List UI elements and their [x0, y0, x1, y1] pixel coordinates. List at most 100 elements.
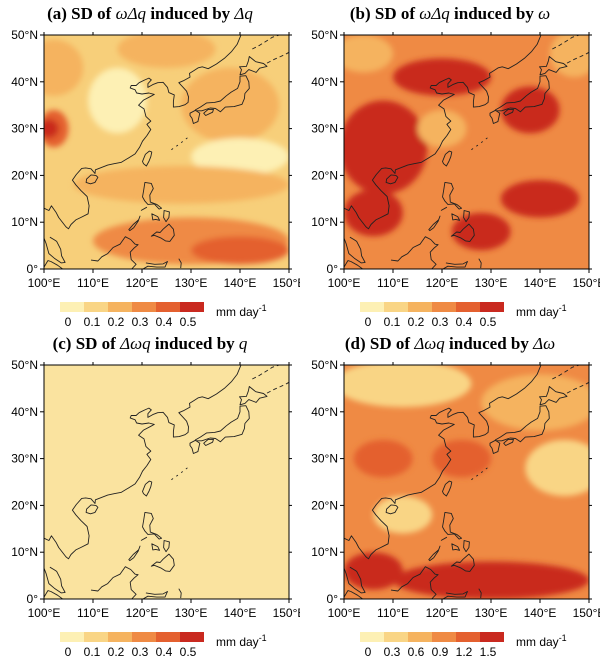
- title-var: Δωq: [120, 334, 151, 353]
- x-tick-label: 130°E: [175, 606, 208, 620]
- coastline-segment: [178, 258, 182, 269]
- island-outline: [494, 405, 550, 443]
- shaded-patch: [344, 35, 393, 73]
- colorbar-segment: [384, 302, 408, 312]
- shaded-patch: [88, 67, 147, 134]
- y-tick-label: 20°N: [311, 168, 338, 182]
- colorbar-label: 0.6: [408, 645, 425, 659]
- island-chain: [252, 365, 280, 380]
- title-mid: induced by: [154, 334, 235, 353]
- y-tick-label: 0°: [327, 262, 339, 276]
- map-area: [344, 365, 589, 599]
- island-outline: [451, 543, 461, 551]
- x-tick-label: 100°E: [328, 606, 361, 620]
- x-tick-label: 150°E: [273, 276, 300, 290]
- island-chain: [552, 365, 580, 380]
- colorbar-label: 0.3: [132, 315, 149, 329]
- colorbar-label: 1.5: [480, 645, 497, 659]
- island-outline: [163, 540, 170, 553]
- coastline-segment: [44, 365, 242, 560]
- map-area: [44, 35, 289, 269]
- title-cause: ω: [538, 4, 551, 23]
- panel-b-map: 100°E 110°E 120°E 130°E 140°E 150°E 0° 10°N 20°N…: [311, 28, 600, 329]
- shaded-patch: [181, 67, 280, 143]
- title-prefix: SD of: [71, 4, 112, 23]
- colorbar-segment: [84, 632, 108, 642]
- shaded-field: [344, 365, 589, 599]
- x-tick-label: 110°E: [77, 276, 109, 290]
- shaded-patch: [500, 180, 580, 218]
- shaded-patch: [500, 86, 560, 134]
- colorbar-segment: [180, 302, 204, 312]
- x-tick-label: 130°E: [475, 606, 508, 620]
- panel-c: (c) SD of Δωq induced by q 100°E 110°E 120…: [0, 330, 300, 660]
- colorbar-label: 0: [65, 645, 72, 659]
- coastline-segment: [90, 566, 139, 599]
- coastline-segment: [44, 566, 66, 594]
- y-tick-label: 50°N: [311, 28, 338, 42]
- title-prefix: SD of: [374, 4, 416, 23]
- y-tick-label: 50°N: [11, 28, 38, 42]
- colorbar-unit-exponent: -1: [559, 303, 567, 313]
- shaded-patch: [393, 58, 491, 96]
- island-outline: [494, 75, 550, 113]
- island-outline: [189, 439, 201, 454]
- y-tick-label: 30°N: [11, 122, 38, 136]
- shaded-patch: [73, 166, 289, 204]
- map-frame: [43, 364, 290, 600]
- panel-c-title: (c) SD of Δωq induced by q: [0, 334, 300, 354]
- map-area: [44, 365, 289, 599]
- shaded-patch: [344, 100, 428, 195]
- colorbar-segment: [132, 302, 156, 312]
- island-chain: [566, 51, 589, 64]
- panel-d: (d) SD of Δωq induced by Δω 100°E 110°E 12…: [300, 330, 600, 660]
- island-chain: [140, 206, 148, 211]
- colorbar-segment: [108, 302, 132, 312]
- x-tick-label: 100°E: [328, 276, 361, 290]
- island-outline: [239, 56, 268, 76]
- x-tick-label: 110°E: [377, 606, 409, 620]
- coastline-segment: [344, 566, 366, 594]
- shaded-patch: [344, 189, 403, 237]
- island-outline: [194, 75, 250, 113]
- y-tick-label: 10°N: [311, 545, 338, 559]
- island-outline: [151, 213, 161, 221]
- island-outline: [239, 386, 268, 406]
- coastline-segment: [44, 260, 63, 269]
- title-mid: induced by: [150, 4, 231, 23]
- coastline-segment: [390, 236, 439, 269]
- panel-a-title: (a) SD of ωΔq induced by Δq: [0, 4, 300, 24]
- x-tick-label: 140°E: [524, 276, 557, 290]
- map-frame: [343, 364, 590, 600]
- island-outline: [142, 511, 163, 540]
- colorbar-segment: [456, 632, 480, 642]
- colorbar-label: 0.4: [456, 315, 473, 329]
- panel-c-map: 100°E 110°E 120°E 130°E 140°E 150°E 0° 10°N 20°N…: [11, 358, 300, 659]
- colorbar-label: 0.3: [432, 315, 449, 329]
- y-tick-label: 0°: [327, 592, 339, 606]
- island-outline: [142, 480, 153, 497]
- island-outline: [539, 386, 568, 406]
- colorbar-label: 0.3: [132, 645, 149, 659]
- title-cause: q: [238, 334, 248, 353]
- colorbar-segment: [432, 632, 456, 642]
- coastline: [344, 365, 589, 599]
- map-frame: [343, 34, 590, 270]
- colorbar-segment: [408, 632, 432, 642]
- x-tick-label: 140°E: [224, 606, 257, 620]
- x-tick-label: 150°E: [573, 606, 600, 620]
- x-tick-label: 130°E: [475, 276, 508, 290]
- colorbar-label: 0.3: [384, 645, 401, 659]
- island-outline: [150, 223, 175, 242]
- coastline: [44, 365, 289, 599]
- colorbar-label: 0.2: [108, 315, 125, 329]
- title-var: ωΔq: [419, 4, 450, 23]
- y-tick-label: 0°: [27, 592, 39, 606]
- island-outline: [442, 511, 463, 540]
- shaded-patch: [481, 374, 589, 431]
- island-outline: [463, 540, 470, 553]
- coastline-segment: [44, 236, 66, 264]
- shaded-field: [44, 35, 289, 265]
- panel-a-map: 100°E 110°E 120°E 130°E 140°E 150°E 0° 10°N 20°N…: [11, 28, 300, 329]
- coastline-segment: [442, 591, 468, 599]
